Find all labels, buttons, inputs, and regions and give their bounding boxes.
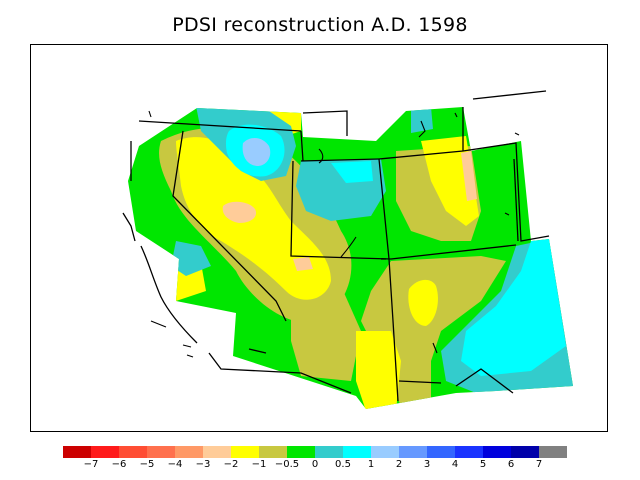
colorbar-swatch xyxy=(287,446,315,458)
colorbar-label: −5 xyxy=(139,459,155,470)
pdsi-field xyxy=(128,107,573,409)
colorbar-swatch xyxy=(427,446,455,458)
colorbar-label: 3 xyxy=(423,459,431,470)
pdsi-map xyxy=(122,90,573,409)
colorbar-swatch xyxy=(91,446,119,458)
field-peach-ne xyxy=(461,151,477,201)
colorbar-swatch xyxy=(483,446,511,458)
map-title: PDSI reconstruction A.D. 1598 xyxy=(172,14,468,36)
field-yellow-c xyxy=(408,279,438,326)
colorbar-label: −0.5 xyxy=(274,459,300,470)
colorbar-swatch xyxy=(63,446,91,458)
colorbar-label: −6 xyxy=(111,459,127,470)
colorbar-labels: −7 −6 −5 −4 −3 −2 −1 −0.5 0 0.5 1 2 3 4 5 6 7 xyxy=(0,459,640,473)
colorbar-swatch xyxy=(203,446,231,458)
field-cyan-nc xyxy=(331,161,373,183)
colorbar-label: 2 xyxy=(395,459,403,470)
colorbar-swatch xyxy=(455,446,483,458)
colorbar-swatch xyxy=(147,446,175,458)
field-peach-nw xyxy=(222,201,257,223)
colorbar-label: −1 xyxy=(251,459,267,470)
colorbar-swatch xyxy=(343,446,371,458)
colorbar-swatch xyxy=(259,446,287,458)
colorbar-swatch xyxy=(399,446,427,458)
colorbar-label: 1 xyxy=(367,459,375,470)
field-yellow-sw xyxy=(171,263,206,301)
colorbar-label: −2 xyxy=(223,459,239,470)
field-yellow-s xyxy=(356,331,401,409)
field-olive-s xyxy=(291,286,361,381)
state-boundaries xyxy=(122,90,550,402)
colorbar-swatch xyxy=(315,446,343,458)
colorbar-swatch xyxy=(175,446,203,458)
colorbar-label: 0.5 xyxy=(335,459,351,470)
field-teal-w xyxy=(171,241,211,276)
colorbar-label: 7 xyxy=(535,459,543,470)
field-peach-c xyxy=(293,257,313,271)
colorbar-label: 4 xyxy=(451,459,459,470)
colorbar-label: 6 xyxy=(507,459,515,470)
field-teal-ne xyxy=(411,107,433,133)
colorbar-label: −4 xyxy=(167,459,183,470)
colorbar-label: −7 xyxy=(83,459,99,470)
colorbar xyxy=(63,446,567,458)
colorbar-swatch xyxy=(371,446,399,458)
colorbar-label: 0 xyxy=(311,459,319,470)
field-cyan-se xyxy=(461,239,566,376)
colorbar-swatch xyxy=(539,446,567,458)
colorbar-swatch xyxy=(511,446,539,458)
colorbar-label: 5 xyxy=(479,459,487,470)
colorbar-label: −3 xyxy=(195,459,211,470)
colorbar-swatch xyxy=(119,446,147,458)
field-lightblue xyxy=(242,137,271,166)
colorbar-swatch xyxy=(231,446,259,458)
map-frame xyxy=(30,44,608,432)
coast-and-lakes xyxy=(148,110,520,358)
